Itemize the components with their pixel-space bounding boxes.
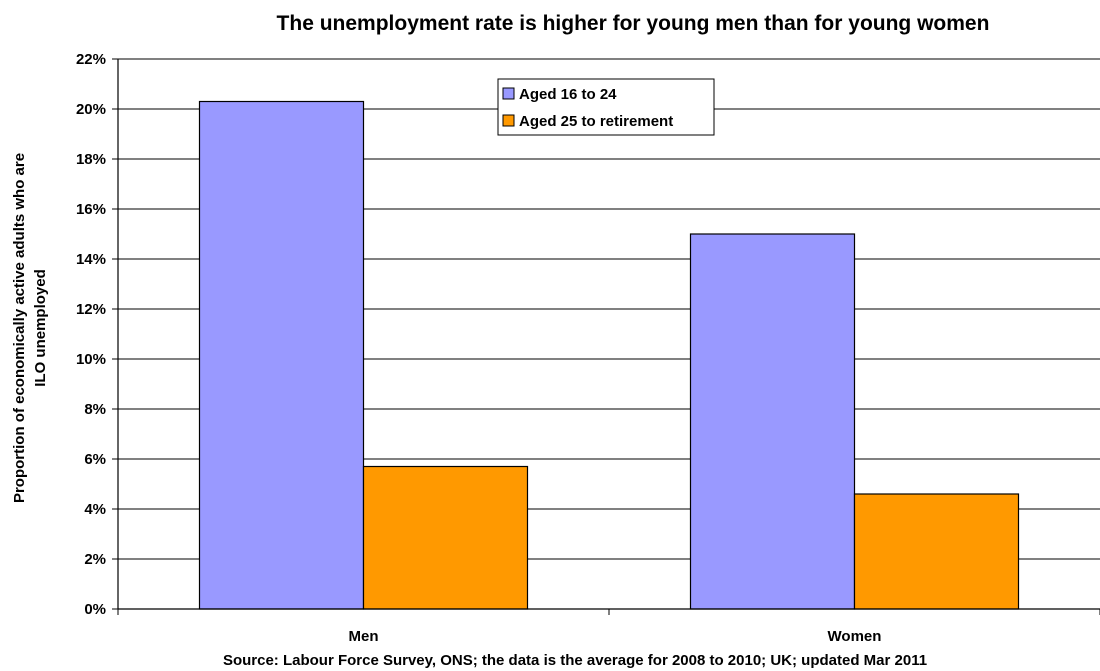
y-tick-label: 6% — [84, 451, 106, 468]
y-tick-label: 8% — [84, 401, 106, 418]
y-axis-label-line-2: ILO unemployed — [32, 269, 49, 387]
y-axis-ticks: 0% 2% 4% 6% 8% 10% 12% 14% 16% 18% 20% 22% — [76, 51, 118, 618]
y-tick-label: 18% — [76, 151, 106, 168]
y-tick-label: 16% — [76, 201, 106, 218]
legend-label: Aged 25 to retirement — [519, 113, 673, 130]
y-axis-label: Proportion of economically active adults… — [11, 153, 49, 503]
source-note: Source: Labour Force Survey, ONS; the da… — [223, 652, 927, 669]
bars — [198, 100, 1020, 610]
legend-label: Aged 16 to 24 — [519, 86, 617, 103]
x-tick-label: Women — [828, 628, 882, 645]
x-axis-ticks: Men Women — [117, 609, 1100, 645]
legend-box — [497, 78, 715, 136]
y-tick-label: 10% — [76, 351, 106, 368]
legend-swatch — [502, 87, 515, 100]
y-tick-label: 20% — [76, 101, 106, 118]
legend: Aged 16 to 24 Aged 25 to retirement — [497, 78, 715, 136]
y-tick-label: 0% — [84, 601, 106, 618]
chart-title: The unemployment rate is higher for youn… — [277, 12, 990, 35]
legend-swatch — [502, 114, 515, 127]
y-tick-label: 14% — [76, 251, 106, 268]
x-tick-label: Men — [349, 628, 379, 645]
y-tick-label: 12% — [76, 301, 106, 318]
bar-aged-25-to-retirement-women — [853, 493, 1020, 610]
bar-aged-16-to-24-women — [689, 233, 856, 610]
y-axis-label-line-1: Proportion of economically active adults… — [11, 153, 28, 503]
bar-aged-25-to-retirement-men — [362, 465, 529, 610]
bar-aged-16-to-24-men — [198, 100, 365, 610]
y-tick-label: 4% — [84, 501, 106, 518]
y-tick-label: 2% — [84, 551, 106, 568]
y-tick-label: 22% — [76, 51, 106, 68]
